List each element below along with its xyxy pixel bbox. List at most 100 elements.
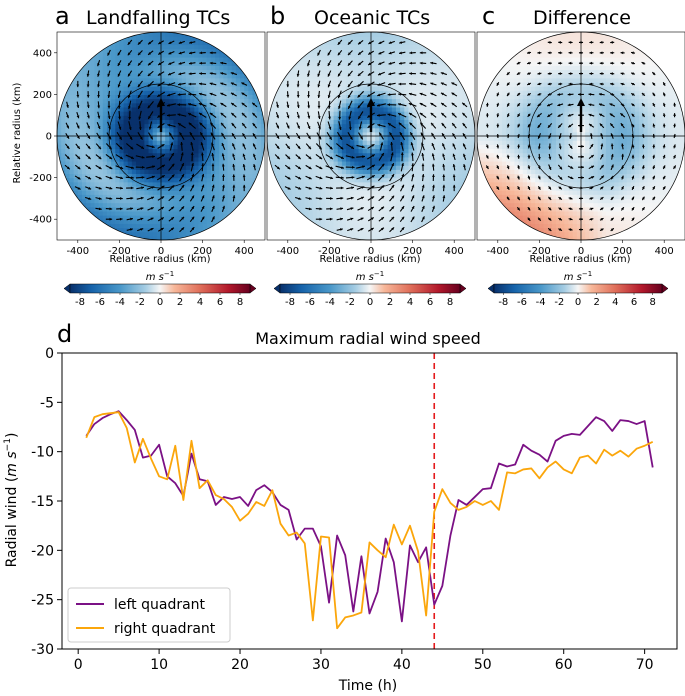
wind-arrowhead — [381, 174, 385, 178]
wind-arrowhead — [377, 113, 380, 117]
wind-arrowhead — [377, 93, 381, 97]
wind-arrowhead — [569, 155, 573, 159]
wind-arrowhead — [98, 186, 102, 190]
wind-arrowhead — [442, 184, 446, 188]
wind-arrowhead — [391, 174, 395, 178]
colorbar-tick-label: 4 — [197, 297, 203, 308]
wind-arrowhead — [410, 132, 413, 136]
wind-arrowhead — [371, 196, 375, 200]
wind-arrowhead — [330, 166, 334, 170]
wind-arrowhead — [421, 195, 425, 199]
wind-arrowhead — [107, 52, 111, 56]
wind-arrowhead — [419, 61, 423, 65]
wind-arrowhead — [391, 184, 395, 188]
wind-arrowhead — [287, 176, 291, 180]
wind-arrowhead — [209, 61, 213, 65]
wind-arrowhead — [558, 61, 561, 65]
wind-arrowhead — [127, 62, 131, 66]
wind-arrowhead — [642, 103, 645, 107]
colorbar-tick-label: 2 — [593, 297, 599, 308]
wind-arrowhead — [377, 103, 380, 107]
colorbar-unit: m s−1 — [356, 270, 384, 283]
wind-arrowhead — [517, 186, 520, 190]
wind-arrowhead — [253, 153, 256, 157]
x-axis-label: Relative radius (km) — [110, 254, 211, 265]
wind-arrowhead — [76, 84, 80, 88]
wind-arrowhead — [221, 163, 225, 167]
colorbar-tick-label: 0 — [575, 297, 581, 308]
wind-arrowhead — [181, 163, 184, 167]
wind-arrowhead — [157, 83, 161, 87]
wind-arrowhead — [600, 228, 604, 232]
wind-arrowhead — [191, 184, 194, 188]
wind-arrowhead — [188, 122, 192, 126]
wind-arrowhead — [452, 143, 456, 147]
wind-arrowhead — [569, 207, 573, 210]
wind-arrowhead — [287, 166, 291, 170]
wind-arrowhead — [548, 196, 552, 200]
wind-arrowhead — [181, 206, 185, 210]
wind-arrowhead — [662, 144, 666, 148]
wind-arrowhead — [411, 195, 415, 199]
wind-arrowhead — [388, 51, 392, 55]
wind-arrowhead — [168, 41, 172, 44]
plot-frame — [61, 352, 678, 650]
panel-title: Landfalling TCs — [86, 7, 230, 29]
wind-arrowhead — [568, 61, 572, 65]
wind-arrowhead — [339, 228, 343, 231]
wind-arrowhead — [169, 132, 172, 136]
wind-arrowhead — [380, 217, 384, 220]
wind-arrowhead — [537, 124, 541, 128]
wind-arrowhead — [232, 184, 236, 188]
wind-arrowhead — [141, 176, 145, 179]
wind-arrowhead — [351, 165, 355, 169]
wind-arrowhead — [200, 142, 204, 146]
wind-arrowhead — [76, 135, 80, 139]
wind-arrowhead — [190, 152, 194, 156]
wind-arrowhead — [652, 186, 655, 190]
wind-arrowhead — [337, 95, 341, 99]
wind-arrowhead — [391, 163, 394, 167]
wind-arrowhead — [598, 92, 602, 96]
wind-arrowhead — [527, 82, 531, 86]
wind-arrowhead — [220, 102, 224, 106]
colorbar-tick-label: -4 — [536, 297, 546, 308]
wind-arrowhead — [330, 196, 333, 200]
wind-arrowhead — [610, 153, 614, 157]
wind-arrowhead — [77, 166, 81, 170]
wind-arrowhead — [276, 166, 280, 170]
wind-arrowhead — [673, 123, 676, 127]
wind-arrowhead — [462, 102, 466, 106]
wind-arrowhead — [358, 115, 361, 119]
wind-arrowhead — [178, 51, 182, 55]
wind-arrowhead — [441, 123, 445, 126]
wind-arrowhead — [128, 106, 131, 109]
wind-arrowhead — [341, 176, 344, 180]
wind-arrowhead — [641, 62, 645, 65]
wind-arrowhead — [537, 217, 541, 221]
wind-arrowhead — [537, 186, 541, 190]
x-tick-label: 400 — [235, 246, 254, 257]
wind-arrowhead — [621, 217, 624, 221]
wind-arrowhead — [527, 156, 531, 159]
wind-arrowhead — [97, 63, 100, 67]
colorbar-tick-label: -2 — [135, 297, 145, 308]
wind-arrowhead — [130, 186, 134, 190]
wind-arrowhead — [391, 227, 395, 231]
wind-arrowhead — [87, 156, 91, 160]
wind-arrowhead — [409, 122, 413, 126]
wind-arrowhead — [199, 122, 203, 126]
wind-arrowhead — [232, 153, 235, 157]
wind-arrowhead — [360, 228, 364, 231]
wind-arrowhead — [181, 216, 185, 220]
wind-arrowhead — [161, 185, 165, 189]
wind-arrowhead — [588, 92, 592, 96]
wind-arrowhead — [167, 103, 170, 107]
wind-arrowhead — [642, 113, 645, 117]
wind-arrowhead — [452, 184, 456, 188]
wind-arrowhead — [581, 176, 584, 180]
wind-arrowhead — [230, 92, 234, 96]
wind-arrowhead — [97, 95, 101, 98]
wind-arrowhead — [390, 152, 394, 156]
wind-arrowhead — [338, 106, 341, 109]
